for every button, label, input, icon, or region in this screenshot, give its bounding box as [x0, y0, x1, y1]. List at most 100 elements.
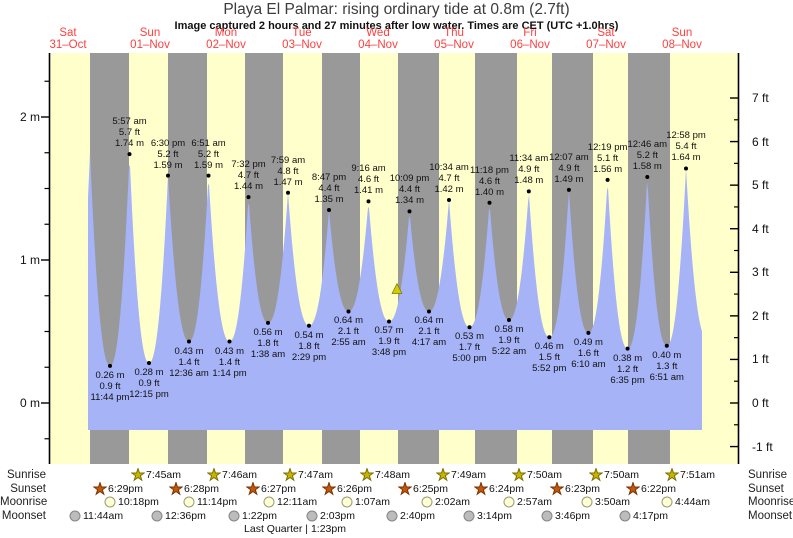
- high-tide-label: 6:51 am 5.2 ft 1.59 m: [191, 138, 225, 171]
- tide-label-line: 0.26 m: [95, 369, 125, 381]
- moonset-time: 2:40pm: [400, 509, 436, 522]
- tide-label-line: 4.4 ft: [398, 184, 421, 196]
- sunset-time: 6:23pm: [565, 483, 601, 495]
- moonrise-circle-icon: [104, 496, 116, 508]
- sunset-time: 6:22pm: [641, 483, 677, 495]
- moonset-time: 11:44am: [83, 509, 124, 522]
- moonset-circle-icon: [69, 510, 81, 521]
- sunrise-star-shape: [360, 468, 374, 482]
- tide-label-line: 1.47 m: [273, 176, 303, 188]
- sunset-star-icon: [626, 482, 640, 496]
- sunrise-star-shape: [589, 468, 603, 482]
- day-label-line: 04–Nov: [358, 39, 398, 51]
- moonrise-time: 1:07am: [355, 496, 391, 508]
- tide-label-line: 0.43 m: [174, 345, 204, 357]
- high-tide-label: 11:34 am 4.9 ft 1.48 m: [509, 153, 548, 186]
- moonrise-time: 11:14pm: [197, 496, 238, 508]
- tide-label-line: 4.9 ft: [558, 162, 580, 174]
- sunset-star-shape: [550, 482, 564, 496]
- moonrise-circle-shape: [503, 496, 515, 508]
- sunset-star-shape: [626, 482, 640, 496]
- high-tide-label: 5:57 am 5.7 ft 1.74 m: [112, 116, 146, 149]
- high-tide-dot: [206, 173, 211, 178]
- day-label-line: Mon: [214, 27, 238, 39]
- low-tide-dot: [108, 363, 112, 368]
- moonrise-circle-icon: [581, 496, 593, 508]
- tide-label-line: 0.9 ft: [138, 377, 160, 389]
- tide-label-line: 1.48 m: [514, 175, 544, 187]
- sunset-star-shape: [474, 482, 488, 496]
- sunset-event: 6:25pm: [398, 482, 448, 496]
- sunset-star-shape: [93, 482, 107, 496]
- moonset-event: 11:44am: [68, 509, 123, 523]
- moonset-event: 2:40pm: [385, 509, 435, 523]
- sunrise-time: 7:49am: [451, 469, 487, 481]
- tide-label-line: 12:36 am: [169, 367, 209, 379]
- moonrise-circle-icon: [341, 496, 353, 508]
- tide-label-line: 12:15 pm: [129, 388, 169, 400]
- high-tide-label: 7:32 pm 4.7 ft 1.44 m: [231, 159, 265, 192]
- tide-label-line: 0.64 m: [333, 315, 364, 327]
- tide-label-line: 1.4 ft: [218, 356, 241, 368]
- moonrise-circle-icon: [263, 496, 275, 508]
- sunrise-time: 7:47am: [298, 469, 334, 481]
- low-tide-dot: [586, 330, 591, 335]
- left-axis-tick-label: 2 m: [19, 110, 40, 124]
- tide-label-line: 1.64 m: [671, 152, 701, 164]
- right-axis-tick-label: 5 ft: [752, 178, 769, 193]
- high-tide-dot: [327, 207, 331, 212]
- high-tide-label: 11:18 pm 4.6 ft 1.40 m: [470, 165, 509, 198]
- tide-label-line: 6:51 am: [649, 371, 684, 383]
- day-label-line: Thu: [444, 27, 464, 39]
- sunrise-star-icon: [512, 468, 526, 482]
- high-tide-label: 7:59 am 4.8 ft 1.47 m: [271, 155, 305, 188]
- moonset-event: 1:22pm: [227, 509, 277, 523]
- sunrise-event: 7:49am: [436, 468, 486, 482]
- sunset-time: 6:26pm: [337, 483, 373, 495]
- moonrise-circle-icon: [183, 496, 195, 508]
- tide-label-line: 1.59 m: [153, 159, 183, 171]
- moonrise-time: 12:11am: [277, 496, 318, 508]
- sunrise-event: 7:46am: [207, 468, 257, 482]
- tide-label-line: 11:34 am: [509, 153, 549, 165]
- page-subtitle: Image captured 2 hours and 27 minutes af…: [174, 20, 619, 32]
- moonset-circle-shape: [228, 510, 240, 521]
- tide-label-line: 1.8 ft: [298, 340, 320, 352]
- moonrise-event: 3:50am: [580, 495, 630, 509]
- high-tide-dot: [166, 173, 170, 178]
- astro-row-label-left: Moonset: [1, 509, 46, 522]
- sunrise-star-icon: [665, 468, 679, 482]
- low-tide-dot: [307, 323, 311, 328]
- tide-label-line: 12:19 pm: [587, 141, 628, 153]
- day-label: Fri 06–Nov: [510, 27, 550, 51]
- astro-row-label-left: Sunrise: [7, 469, 46, 481]
- sunrise-time: 7:48am: [375, 469, 411, 481]
- right-axis-tick-label: 6 ft: [752, 134, 769, 149]
- sunrise-star-icon: [589, 468, 603, 482]
- tide-label-line: 1.2 ft: [617, 363, 639, 375]
- moonset-circle-icon: [619, 510, 631, 521]
- moonset-event: 12:36pm: [150, 509, 206, 523]
- tide-label-line: 4.8 ft: [277, 165, 299, 177]
- sunset-event: 6:23pm: [550, 482, 600, 496]
- high-tide-dot: [127, 152, 132, 157]
- sunset-event: 6:27pm: [246, 482, 296, 496]
- tide-label-line: 10:34 am: [429, 161, 469, 173]
- low-tide-label: 0.64 m 2.1 ft 2:55 am: [331, 315, 365, 348]
- tide-label-line: 7:32 pm: [231, 159, 266, 171]
- right-axis-tick-label: -1 ft: [752, 439, 773, 454]
- low-tide-label: 0.28 m 0.9 ft 12:15 pm: [129, 367, 169, 400]
- moonset-circle-icon: [386, 510, 398, 521]
- tide-label-line: 1.4 ft: [178, 356, 200, 368]
- moonset-circle-shape: [151, 510, 163, 521]
- low-tide-label: 0.49 m 1.6 ft 6:10 am: [571, 337, 605, 370]
- sunrise-time: 7:51am: [680, 469, 716, 481]
- tide-label-line: 12:46 am: [627, 139, 668, 151]
- tide-label-line: 7:59 am: [270, 154, 306, 166]
- day-label-line: 31–Oct: [49, 39, 87, 51]
- day-label-line: Sun: [671, 27, 693, 39]
- tide-label-line: 1.7 ft: [458, 342, 481, 354]
- tide-label-line: 1.59 m: [193, 159, 224, 171]
- moonset-circle-shape: [463, 510, 475, 521]
